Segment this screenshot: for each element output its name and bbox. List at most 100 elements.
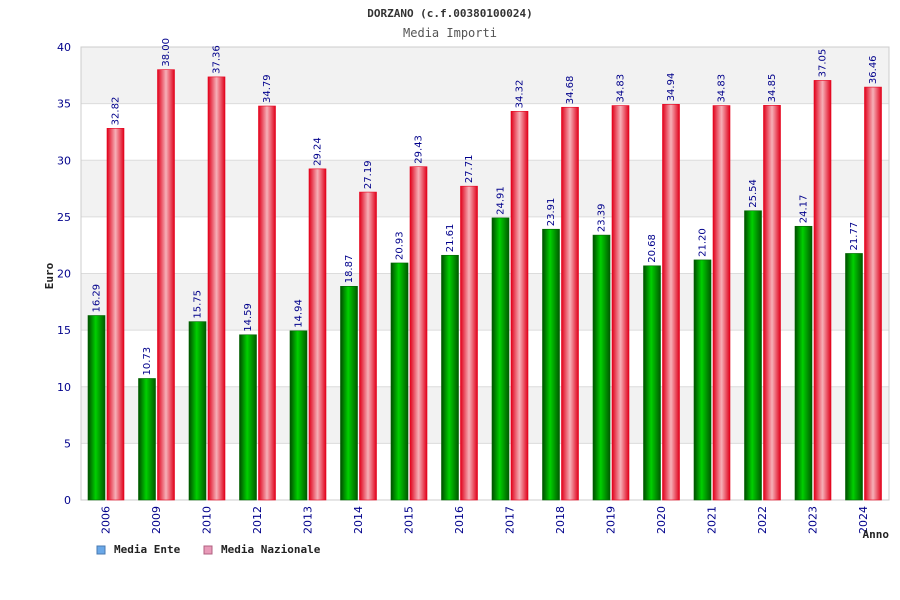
bar-media-nazionale: [258, 105, 276, 501]
bar-value-label: 27.71: [464, 155, 475, 184]
legend-label-ente: Media Ente: [114, 543, 181, 556]
bar-value-label: 21.61: [445, 224, 456, 253]
bar-media-nazionale: [712, 105, 731, 501]
x-tick-label: 2012: [251, 506, 264, 534]
bar-value-label: 25.54: [748, 179, 759, 208]
y-tick-label: 25: [57, 211, 71, 224]
bar-media-ente: [441, 254, 459, 501]
bar-value-label: 34.83: [616, 74, 627, 103]
legend-label-nazionale: Media Nazionale: [221, 543, 321, 556]
bar-media-nazionale: [662, 104, 680, 501]
bar-media-nazionale: [864, 86, 882, 501]
bar-value-label: 21.77: [849, 222, 860, 251]
y-tick-label: 10: [57, 381, 71, 394]
bar-media-nazionale: [207, 76, 226, 501]
y-tick-label: 30: [57, 154, 71, 167]
bar-value-label: 16.29: [92, 284, 103, 313]
bar-media-ente: [592, 234, 611, 501]
x-tick-label: 2014: [352, 506, 365, 534]
plot-border: [80, 46, 890, 501]
y-axis-ticks: 0 5 10 15 20 25 30 35 40: [57, 41, 71, 507]
bar-media-ente: [845, 253, 863, 501]
bar-value-label: 34.79: [262, 74, 273, 103]
x-tick-label: 2016: [453, 506, 466, 534]
x-tick-label: 2022: [756, 506, 769, 534]
x-tick-label: 2010: [200, 506, 213, 534]
x-tick-label: 2006: [99, 506, 112, 534]
bar-value-label: 34.83: [717, 74, 728, 103]
bar-value-label: 20.68: [647, 234, 658, 263]
bar-media-nazionale: [510, 111, 529, 501]
bar-value-label: 24.17: [799, 195, 810, 224]
bar-value-label: 20.93: [395, 231, 406, 260]
bar-media-ente: [744, 210, 762, 501]
x-tick-label: 2013: [301, 506, 314, 534]
x-axis-ticks: 2006 2009 2010 2012 2013 2014 2015 2016 2017 2018…: [99, 506, 870, 534]
bar-value-label: 32.82: [111, 97, 122, 126]
x-tick-label: 2020: [655, 506, 668, 534]
bar-value-label: 27.19: [363, 160, 374, 189]
bar-media-nazionale: [813, 80, 832, 501]
bar-value-label: 29.24: [313, 137, 324, 166]
bar-value-label: 37.05: [818, 49, 829, 78]
legend-swatch-nazionale: [203, 545, 213, 555]
y-axis-label: Euro: [43, 262, 56, 289]
bar-value-label: 37.36: [212, 45, 223, 74]
legend-swatch-ente: [96, 545, 106, 555]
bar-value-label: 15.75: [193, 290, 204, 319]
bar-media-ente: [340, 285, 358, 501]
x-tick-label: 2018: [554, 506, 567, 534]
bar-value-label: 34.32: [515, 80, 526, 109]
bar-media-nazionale: [460, 185, 478, 501]
y-tick-label: 0: [64, 494, 71, 507]
bar-media-nazionale: [106, 128, 125, 501]
x-tick-label: 2023: [806, 506, 819, 534]
bar-value-label: 10.73: [142, 347, 153, 376]
y-tick-label: 40: [57, 41, 71, 54]
x-tick-label: 2009: [150, 506, 163, 534]
bar-value-label: 24.91: [496, 186, 507, 215]
bar-media-ente: [239, 334, 257, 501]
bar-value-label: 21.20: [698, 228, 709, 257]
bar-media-ente: [390, 262, 409, 501]
bar-media-nazionale: [763, 105, 781, 501]
y-tick-label: 20: [57, 268, 71, 281]
bar-media-ente: [693, 259, 712, 501]
bar-media-nazionale: [611, 105, 630, 501]
bar-value-label: 14.94: [294, 299, 305, 328]
x-tick-label: 2021: [705, 506, 718, 534]
bar-media-ente: [794, 225, 813, 501]
x-tick-label: 2017: [503, 506, 516, 534]
y-tick-label: 15: [57, 324, 71, 337]
bar-value-label: 34.68: [565, 76, 576, 105]
bar-media-ente: [87, 315, 106, 501]
y-tick-label: 35: [57, 98, 71, 111]
bars: [87, 69, 882, 501]
bar-media-nazionale: [561, 106, 579, 501]
bar-value-label: 34.94: [666, 73, 677, 102]
bar-media-nazionale: [308, 168, 327, 501]
bar-media-ente: [138, 378, 156, 501]
x-tick-label: 2024: [857, 506, 870, 534]
bar-value-label: 18.87: [344, 255, 355, 284]
bar-media-nazionale: [409, 166, 428, 501]
bar-media-ente: [289, 330, 308, 501]
bar-value-label: 29.43: [414, 135, 425, 164]
bar-value-label: 34.85: [767, 74, 778, 103]
y-tick-label: 5: [64, 437, 71, 450]
bar-media-nazionale: [157, 69, 175, 501]
bar-value-label: 36.46: [868, 55, 879, 84]
x-tick-label: 2015: [402, 506, 415, 534]
legend: Media Ente Media Nazionale: [96, 543, 321, 556]
value-labels: 16.29 32.82 10.73 38.00 15.75 37.36 14.59 34.79…: [92, 38, 880, 375]
bar-value-label: 14.59: [243, 303, 254, 332]
bar-media-ente: [491, 217, 510, 501]
chart-subtitle: Media Importi: [403, 26, 497, 40]
chart-title: DORZANO (c.f.00380100024): [367, 7, 533, 20]
bar-value-label: 38.00: [161, 38, 172, 67]
bar-media-ente: [542, 228, 560, 501]
bar-value-label: 23.39: [597, 203, 608, 232]
x-tick-label: 2019: [604, 506, 617, 534]
bar-media-ente: [643, 265, 661, 501]
